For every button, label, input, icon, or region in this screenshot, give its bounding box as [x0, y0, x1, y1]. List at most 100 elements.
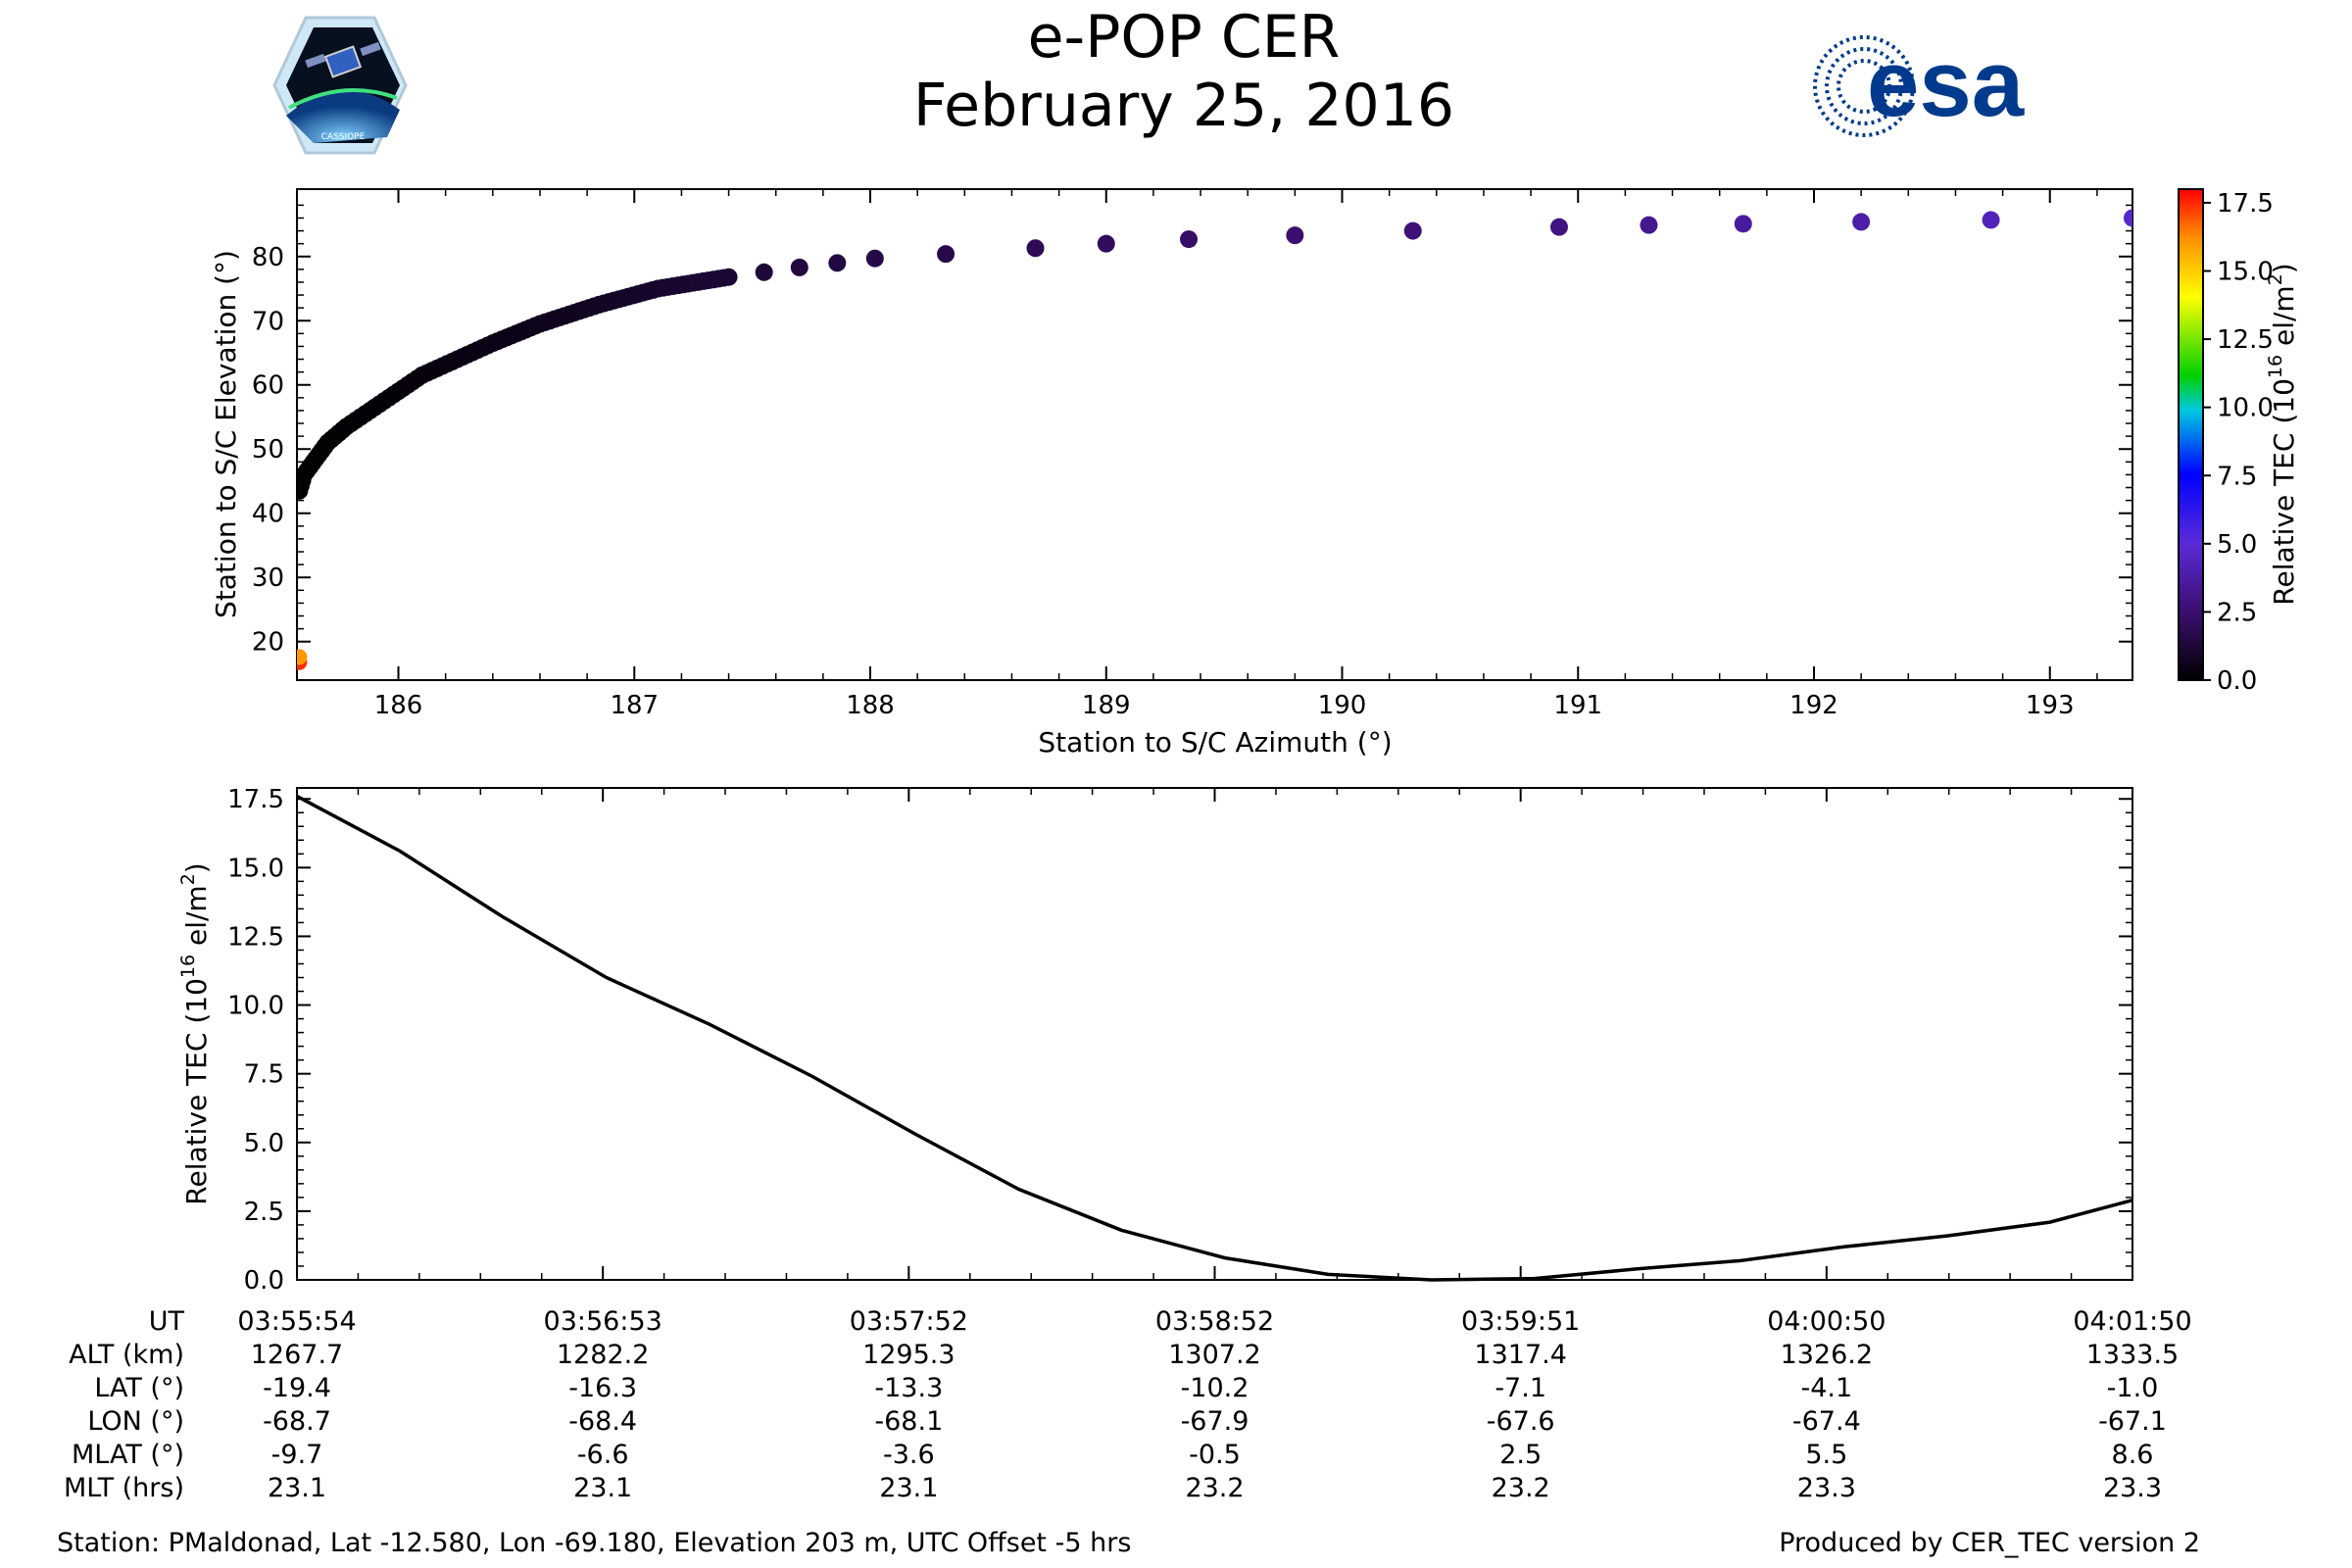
producer-info: Produced by CER_TEC version 2: [1779, 1528, 2200, 1558]
plot1-xtick-label: 191: [1553, 691, 1602, 720]
table-cell: 5.5: [1805, 1440, 1847, 1470]
plot1-xtick-label: 190: [1318, 691, 1367, 720]
tec-time-plot: 0.0 2.5 5.0 7.5 10.0 12.5 15.0 17.5 Relative TE…: [177, 785, 2133, 1296]
colorbar-tick-label: 7.5: [2217, 462, 2257, 491]
plot2-ytick-label: 0.0: [244, 1266, 284, 1296]
plot1-ytick-label: 60: [252, 371, 284, 401]
plot1-frame: [296, 188, 2133, 681]
table-row-label: UT: [149, 1306, 185, 1337]
cassiope-logo-text: CASSIOPE: [321, 132, 366, 142]
scatter-point: [865, 249, 884, 268]
colorbar: 0.0 2.5 5.0 7.5 10.0 12.5 15.0 17.5 Relative TE…: [2178, 188, 2300, 696]
table-cell: 23.2: [1185, 1473, 1244, 1503]
colorbar-tick-label: 10.0: [2217, 394, 2274, 423]
table-cell: -10.2: [1181, 1373, 1250, 1403]
table-cell: 23.1: [268, 1473, 326, 1503]
plot2-ytick-label: 17.5: [227, 785, 284, 814]
table-cell: -13.3: [874, 1373, 943, 1403]
tec-series-line: [296, 794, 2133, 1282]
table-cell: 03:55:54: [237, 1306, 356, 1337]
table-cell: -67.1: [2098, 1406, 2167, 1437]
table-cell: -67.6: [1487, 1406, 1555, 1437]
table-cell: 23.3: [1797, 1473, 1856, 1503]
table-cell: 23.1: [573, 1473, 632, 1503]
table-cell: 23.3: [2103, 1473, 2162, 1503]
scatter-point: [1640, 216, 1658, 234]
table-cell: 03:58:52: [1155, 1306, 1274, 1337]
scatter-point: [828, 254, 847, 272]
scatter-point: [1403, 221, 1422, 240]
plot1-xtick-label: 186: [374, 691, 423, 720]
table-cell: 23.2: [1492, 1473, 1550, 1503]
table-cell: 1333.5: [2086, 1340, 2179, 1370]
plot1-ytick-label: 20: [252, 628, 284, 658]
table-row-label: ALT (km): [69, 1340, 184, 1370]
scatter-point: [2124, 209, 2132, 227]
plot1-xtick-label: 188: [846, 691, 895, 720]
table-row-label: MLAT (°): [72, 1440, 184, 1470]
table-cell: 1282.2: [557, 1340, 649, 1370]
table-cell: -0.5: [1189, 1440, 1241, 1470]
scatter-point: [937, 245, 956, 264]
plot1-xtick-label: 192: [1789, 691, 1838, 720]
scatter-point: [1180, 230, 1199, 249]
colorbar-tick-label: 17.5: [2217, 189, 2274, 219]
plot2-frame: [296, 787, 2133, 1281]
table-cell: -68.7: [263, 1406, 331, 1437]
plot1-ytick-label: 40: [252, 500, 284, 529]
table-cell: -68.4: [568, 1406, 637, 1437]
colorbar-tick-label: 2.5: [2217, 598, 2257, 627]
scatter-point: [790, 258, 808, 276]
table-cell: -9.7: [271, 1440, 323, 1470]
plot1-ytick-label: 80: [252, 243, 284, 272]
colorbar-tick-label: 12.5: [2217, 325, 2274, 355]
elevation-azimuth-plot: 186 187 188 189 190 191 192 193 20 30 40 50 60 70 80 S…: [210, 188, 2133, 759]
plot2-ytick-label: 5.0: [244, 1129, 284, 1158]
scatter-point: [1982, 211, 2000, 229]
plot2-ytick-label: 2.5: [244, 1198, 284, 1227]
table-cell: 03:57:52: [850, 1306, 968, 1337]
scatter-point: [1026, 239, 1045, 258]
table-cell: 03:56:53: [544, 1306, 662, 1337]
table-cell: -67.9: [1181, 1406, 1250, 1437]
table-cell: 1326.2: [1781, 1340, 1873, 1370]
plot1-ytick-label: 70: [252, 307, 284, 336]
scatter-point: [1734, 215, 1752, 233]
table-row-label: LAT (°): [94, 1373, 184, 1403]
table-cell: 23.1: [879, 1473, 938, 1503]
table-cell: -19.4: [263, 1373, 331, 1403]
station-info: Station: PMaldonad, Lat -12.580, Lon -69…: [57, 1528, 1131, 1558]
plot1-ytick-label: 30: [252, 564, 284, 593]
table-cell: -6.6: [577, 1440, 629, 1470]
table-cell: 1267.7: [251, 1340, 343, 1370]
plot2-ytick-label: 7.5: [244, 1060, 284, 1090]
plot1-xtick-label: 189: [1082, 691, 1131, 720]
table-row-label: MLT (hrs): [64, 1473, 184, 1503]
table-cell: 1307.2: [1168, 1340, 1260, 1370]
plot1-ytick-label: 50: [252, 435, 284, 465]
table-row-label: LON (°): [87, 1406, 184, 1437]
chart-title: e-POP CER: [1028, 3, 1341, 72]
colorbar-tick-label: 15.0: [2217, 258, 2274, 287]
scatter-point: [719, 268, 738, 286]
colorbar-tick-label: 0.0: [2217, 666, 2257, 696]
plot1-xlabel: Station to S/C Azimuth (°): [1038, 726, 1392, 759]
table-cell: 04:00:50: [1767, 1306, 1886, 1337]
scatter-point: [1852, 213, 1871, 231]
plot2-ytick-label: 12.5: [227, 922, 284, 952]
table-cell: -1.0: [2107, 1373, 2159, 1403]
plot1-xtick-label: 187: [610, 691, 659, 720]
table-cell: -68.1: [874, 1406, 943, 1437]
scatter-point: [1549, 218, 1568, 236]
plot1-ylabel: Station to S/C Elevation (°): [210, 250, 242, 618]
plot1-xtick-label: 193: [2026, 691, 2075, 720]
colorbar-tick-label: 5.0: [2217, 530, 2257, 560]
scatter-point: [1097, 234, 1115, 253]
plot2-ylabel: Relative TEC (1016 el/m2): [177, 862, 213, 1204]
plot2-ytick-label: 10.0: [227, 992, 284, 1021]
table-cell: 03:59:51: [1461, 1306, 1580, 1337]
plot2-ytick-label: 15.0: [227, 854, 284, 883]
esa-logo: esa: [1813, 31, 2025, 137]
table-cell: 04:01:50: [2073, 1306, 2191, 1337]
